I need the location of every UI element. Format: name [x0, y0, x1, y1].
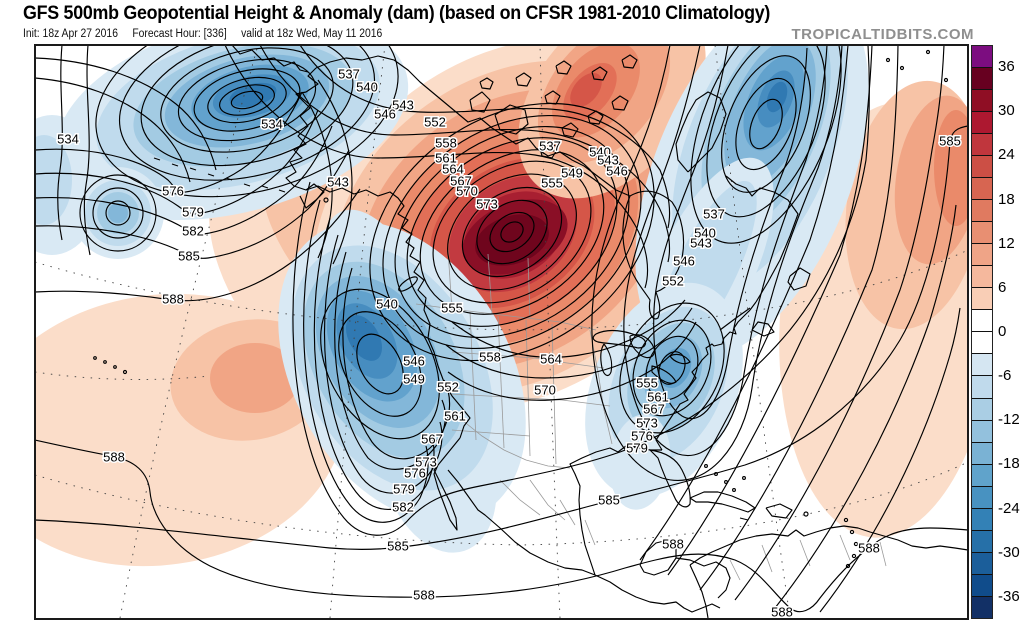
contour-label: 582	[182, 224, 204, 239]
colorbar-cell	[972, 443, 992, 465]
colorbar-cell	[972, 178, 992, 200]
contour-label: 570	[456, 184, 478, 199]
contour-label: 537	[539, 139, 561, 154]
colorbar-cell	[972, 332, 992, 354]
colorbar-cell	[972, 68, 992, 90]
contour-label: 588	[858, 541, 880, 556]
colorbar-tick: 36	[998, 58, 1015, 75]
contour-label: 588	[662, 537, 684, 552]
colorbar-cell	[972, 156, 992, 178]
contour-label: 558	[435, 136, 457, 151]
contour-label: 540	[376, 297, 398, 312]
weather-map: 5345375405435465525585615645675705735345…	[0, 0, 1024, 638]
contour-label: 546	[673, 254, 695, 269]
contour-label: 576	[404, 466, 426, 481]
contour-label: 588	[103, 450, 125, 465]
contour-label: 555	[441, 301, 463, 316]
colorbar-tick: 0	[998, 323, 1006, 340]
colorbar-cell	[972, 597, 992, 618]
colorbar-cell	[972, 112, 992, 134]
contour-label: 579	[626, 441, 648, 456]
contour-label: 552	[662, 274, 684, 289]
contour-label: 534	[261, 117, 283, 132]
contour-label: 549	[561, 166, 583, 181]
colorbar-cell	[972, 288, 992, 310]
contour-label: 573	[476, 197, 498, 212]
contour-label: 546	[403, 354, 425, 369]
colorbar-cell	[972, 531, 992, 553]
colorbar-tick: 30	[998, 102, 1015, 119]
contour-label: 543	[690, 236, 712, 251]
contour-label: 561	[444, 409, 466, 424]
contour-label: 555	[636, 376, 658, 391]
contour-label: 585	[939, 134, 961, 149]
colorbar-cell	[972, 134, 992, 156]
contour-label: 534	[57, 132, 79, 147]
contour-label: 567	[421, 432, 443, 447]
contour-label: 558	[479, 350, 501, 365]
colorbar-cell	[972, 553, 992, 575]
colorbar-cell	[972, 266, 992, 288]
colorbar-cell	[972, 244, 992, 266]
colorbar-tick: 6	[998, 279, 1006, 296]
colorbar-tick: -30	[998, 544, 1020, 561]
colorbar-tick: -36	[998, 588, 1020, 605]
colorbar-tick: 12	[998, 235, 1015, 252]
colorbar-cell	[972, 46, 992, 68]
colorbar-cell	[972, 90, 992, 112]
colorbar-cell	[972, 487, 992, 509]
contour-label: 582	[392, 500, 414, 515]
anomaly-colorbar	[971, 45, 993, 619]
colorbar-cell	[972, 354, 992, 376]
contour-label: 552	[424, 115, 446, 130]
contour-label: 549	[403, 372, 425, 387]
contour-label: 567	[643, 402, 665, 417]
contour-label: 585	[387, 539, 409, 554]
contour-label: 570	[534, 383, 556, 398]
contour-label: 546	[606, 164, 628, 179]
colorbar-cell	[972, 222, 992, 244]
contour-label: 546	[374, 107, 396, 122]
colorbar-cell	[972, 575, 992, 597]
contour-label: 537	[703, 207, 725, 222]
colorbar-tick: -18	[998, 455, 1020, 472]
contour-label: 585	[598, 493, 620, 508]
colorbar-tick: -6	[998, 367, 1011, 384]
contour-label: 543	[327, 175, 349, 190]
contour-label: 552	[437, 380, 459, 395]
contour-label: 585	[178, 249, 200, 264]
contour-label: 588	[162, 292, 184, 307]
contour-label: 588	[771, 605, 793, 620]
colorbar-cell	[972, 376, 992, 398]
contour-label: 555	[541, 176, 563, 191]
colorbar-cell	[972, 421, 992, 443]
contour-label: 579	[182, 205, 204, 220]
colorbar-cell	[972, 465, 992, 487]
contour-label: 588	[413, 588, 435, 603]
contour-label: 579	[393, 482, 415, 497]
contour-label: 540	[356, 80, 378, 95]
colorbar-tick: -24	[998, 499, 1020, 516]
colorbar-cell	[972, 200, 992, 222]
colorbar-tick: 24	[998, 146, 1015, 163]
colorbar-tick: -12	[998, 411, 1020, 428]
colorbar-cell	[972, 509, 992, 531]
contour-label: 564	[540, 352, 562, 367]
colorbar-cell	[972, 310, 992, 332]
colorbar-cell	[972, 399, 992, 421]
weather-chart-page: { "header": { "title": "GFS 500mb Geopot…	[0, 0, 1024, 638]
colorbar-tick: 18	[998, 190, 1015, 207]
contour-label: 576	[162, 184, 184, 199]
